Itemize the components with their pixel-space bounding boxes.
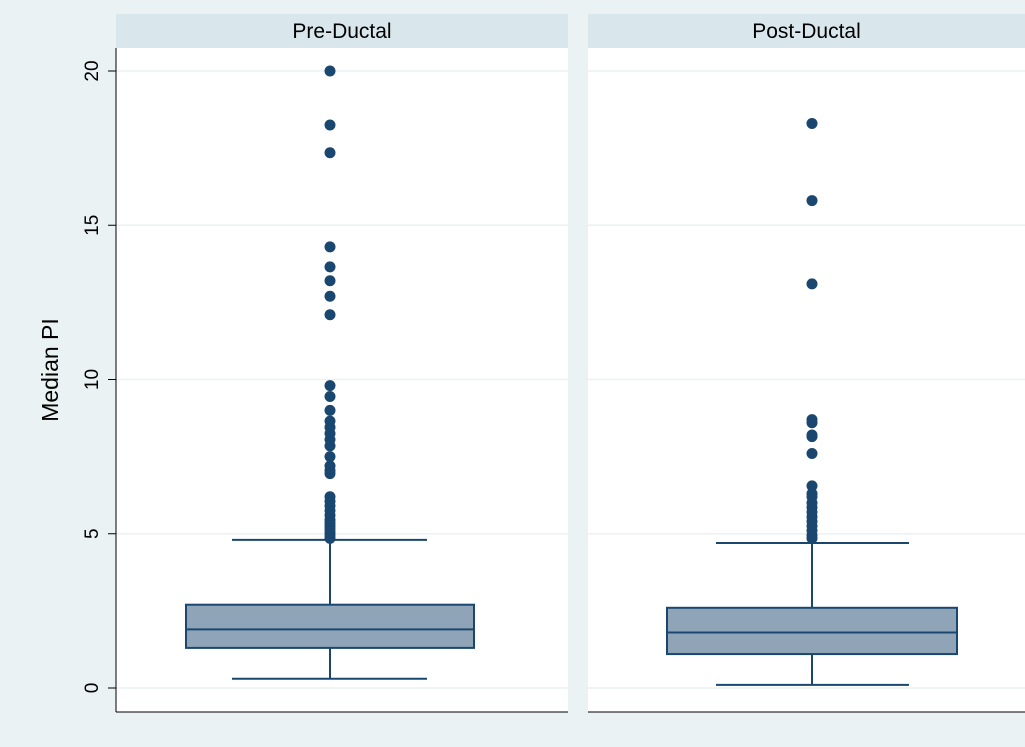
outlier-point [806,117,818,129]
panel-title: Pre-Ductal [292,20,391,43]
outlier-point [324,65,336,77]
outlier-point [324,119,336,131]
iqr-box [666,606,958,656]
iqr-box [185,603,475,649]
outlier-point [806,448,818,460]
outlier-point [806,278,818,290]
outlier-point [324,491,336,503]
outlier-point [324,241,336,253]
outlier-point [324,380,336,392]
outlier-point [324,261,336,273]
panel-title: Post-Ductal [752,20,861,43]
panel-strip [116,14,568,48]
outlier-point [324,404,336,416]
outlier-point [806,414,818,426]
outlier-point [324,147,336,159]
outlier-point [324,275,336,287]
y-tick-label: 15 [82,215,103,236]
outlier-point [806,480,818,492]
panel-post-ductal: Post-Ductal [588,14,1025,713]
y-tick-label: 10 [82,369,103,390]
y-tick-label: 0 [82,683,103,694]
y-tick-label: 5 [82,528,103,539]
outlier-point [806,488,818,500]
panel-pre-ductal: Pre-Ductal 0 5 10 15 20 [82,14,568,713]
outlier-point [324,451,336,463]
outlier-point [324,390,336,402]
outlier-point [324,460,336,472]
outlier-point [806,195,818,207]
outlier-point [324,309,336,321]
outlier-point [806,429,818,441]
panel-strip [588,14,1025,48]
y-tick-label: 20 [82,60,103,81]
y-axis-label: Median PI [37,318,63,422]
outlier-point [324,415,336,427]
outlier-point [324,290,336,302]
